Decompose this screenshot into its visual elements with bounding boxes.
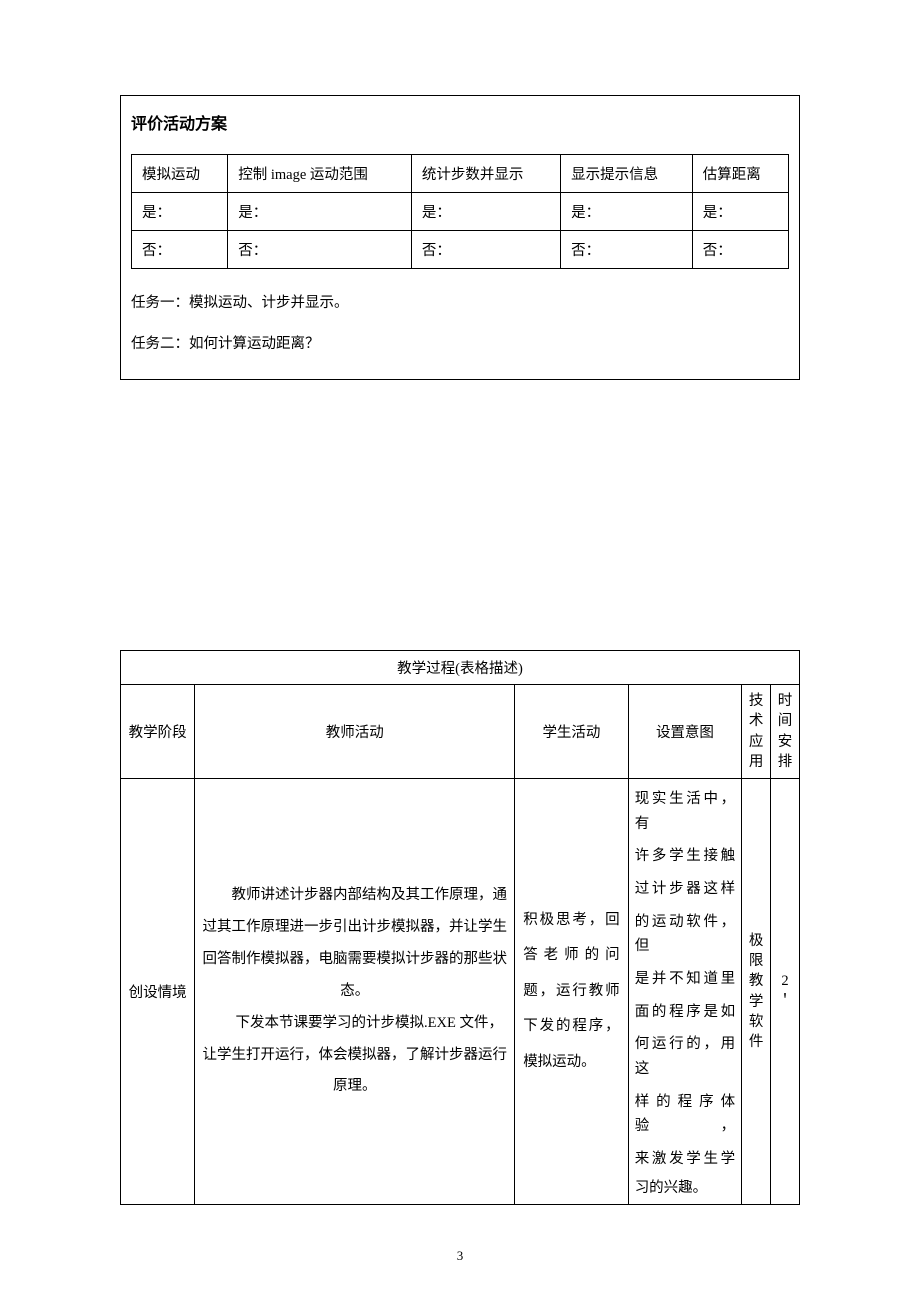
yes-cell: 是： bbox=[132, 193, 228, 231]
teacher-cell: 教师讲述计步器内部结构及其工作原理，通过其工作原理进一步引出计步模拟器，并让学生… bbox=[195, 779, 515, 1205]
yes-cell: 是： bbox=[411, 193, 560, 231]
criteria-header: 统计步数并显示 bbox=[411, 155, 560, 193]
criteria-header: 控制 image 运动范围 bbox=[228, 155, 412, 193]
task-one: 任务一：模拟运动、计步并显示。 bbox=[121, 283, 799, 324]
intent-line: 来激发学生学 bbox=[631, 1143, 740, 1176]
criteria-header: 估算距离 bbox=[692, 155, 788, 193]
header-student: 学生活动 bbox=[515, 685, 629, 779]
header-phase: 教学阶段 bbox=[121, 685, 195, 779]
spacer bbox=[121, 365, 799, 379]
intent-line: 习的兴趣。 bbox=[631, 1176, 740, 1201]
yes-cell: 是： bbox=[692, 193, 788, 231]
intent-line: 现实生活中，有 bbox=[631, 783, 740, 840]
intent-line: 的运动软件，但 bbox=[631, 906, 740, 963]
student-line: 答老师的问 bbox=[519, 938, 624, 974]
process-table: 教学过程(表格描述) 教学阶段 教师活动 学生活动 设置意图 技术应用 时间安排… bbox=[120, 650, 800, 1205]
no-cell: 否： bbox=[561, 231, 693, 269]
header-time-text: 时间安排 bbox=[778, 691, 793, 772]
no-cell: 否： bbox=[692, 231, 788, 269]
student-line: 模拟运动。 bbox=[519, 1045, 624, 1081]
page-number: 3 bbox=[0, 1248, 920, 1264]
time-cell: 2＇ bbox=[771, 779, 800, 1205]
no-cell: 否： bbox=[132, 231, 228, 269]
section-gap bbox=[120, 380, 800, 650]
teacher-paragraph: 教师讲述计步器内部结构及其工作原理，通过其工作原理进一步引出计步模拟器，并让学生… bbox=[201, 880, 508, 1008]
evaluation-section: 评价活动方案 模拟运动 控制 image 运动范围 统计步数并显示 显示提示信息… bbox=[120, 95, 800, 380]
intent-line: 样的程序体验， bbox=[631, 1086, 740, 1143]
intent-line: 过计步器这样 bbox=[631, 873, 740, 906]
student-cell: 积极思考，回 答老师的问 题，运行教师 下发的程序， 模拟运动。 bbox=[515, 779, 629, 1205]
header-intent: 设置意图 bbox=[628, 685, 742, 779]
table-row-headers: 教学阶段 教师活动 学生活动 设置意图 技术应用 时间安排 bbox=[121, 685, 800, 779]
student-line: 积极思考，回 bbox=[519, 903, 624, 939]
intent-line: 何运行的，用这 bbox=[631, 1028, 740, 1085]
no-cell: 否： bbox=[411, 231, 560, 269]
table-row-yes: 是： 是： 是： 是： 是： bbox=[132, 193, 789, 231]
table-row-content: 创设情境 教师讲述计步器内部结构及其工作原理，通过其工作原理进一步引出计步模拟器… bbox=[121, 779, 800, 1205]
student-line: 题，运行教师 bbox=[519, 974, 624, 1010]
table-row-no: 否： 否： 否： 否： 否： bbox=[132, 231, 789, 269]
tech-cell: 极限教学软件 bbox=[742, 779, 771, 1205]
teacher-paragraph: 下发本节课要学习的计步模拟.EXE 文件，让学生打开运行，体会模拟器，了解计步器… bbox=[201, 1008, 508, 1104]
yes-cell: 是： bbox=[561, 193, 693, 231]
header-tech: 技术应用 bbox=[742, 685, 771, 779]
criteria-table: 模拟运动 控制 image 运动范围 统计步数并显示 显示提示信息 估算距离 是… bbox=[131, 154, 789, 269]
no-cell: 否： bbox=[228, 231, 412, 269]
table-row-title: 教学过程(表格描述) bbox=[121, 651, 800, 685]
evaluation-title: 评价活动方案 bbox=[121, 96, 799, 154]
intent-line: 许多学生接触 bbox=[631, 840, 740, 873]
intent-line: 面的程序是如 bbox=[631, 996, 740, 1029]
criteria-header: 模拟运动 bbox=[132, 155, 228, 193]
header-teacher: 教师活动 bbox=[195, 685, 515, 779]
header-tech-text: 技术应用 bbox=[749, 691, 764, 772]
table-row-header: 模拟运动 控制 image 运动范围 统计步数并显示 显示提示信息 估算距离 bbox=[132, 155, 789, 193]
student-line: 下发的程序， bbox=[519, 1009, 624, 1045]
intent-cell: 现实生活中，有 许多学生接触 过计步器这样 的运动软件，但 是并不知道里 面的程… bbox=[628, 779, 742, 1205]
tech-text: 极限教学软件 bbox=[749, 931, 764, 1053]
task-two: 任务二：如何计算运动距离？ bbox=[121, 324, 799, 365]
criteria-header: 显示提示信息 bbox=[561, 155, 693, 193]
header-time: 时间安排 bbox=[771, 685, 800, 779]
phase-cell: 创设情境 bbox=[121, 779, 195, 1205]
intent-line: 是并不知道里 bbox=[631, 963, 740, 996]
process-table-title: 教学过程(表格描述) bbox=[121, 651, 800, 685]
yes-cell: 是： bbox=[228, 193, 412, 231]
